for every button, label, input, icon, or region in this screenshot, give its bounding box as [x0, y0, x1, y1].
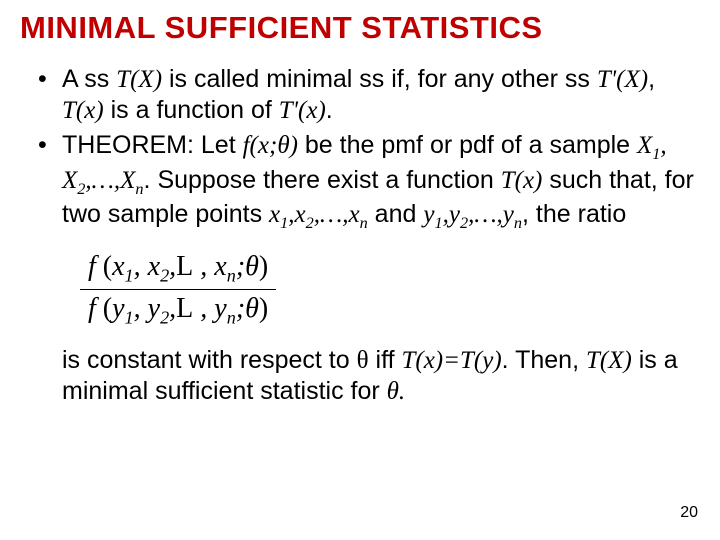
- page-number: 20: [680, 504, 698, 522]
- ratio-fraction: f (x1, x2,L , xn;θ) f (y1, y2,L , yn;θ): [80, 248, 700, 332]
- theorem-conclusion: is constant with respect to θ iff T(x)=T…: [20, 345, 700, 407]
- slide-title: MINIMAL SUFFICIENT STATISTICS: [20, 10, 700, 46]
- fraction-denominator: f (y1, y2,L , yn;θ): [80, 290, 276, 331]
- slide-body: A ss T(X) is called minimal ss if, for a…: [20, 64, 700, 407]
- bullet-definition: A ss T(X) is called minimal ss if, for a…: [62, 64, 700, 126]
- fraction-numerator: f (x1, x2,L , xn;θ): [80, 248, 276, 290]
- bullet-theorem: THEOREM: Let f(x;θ) be the pmf or pdf of…: [62, 130, 700, 234]
